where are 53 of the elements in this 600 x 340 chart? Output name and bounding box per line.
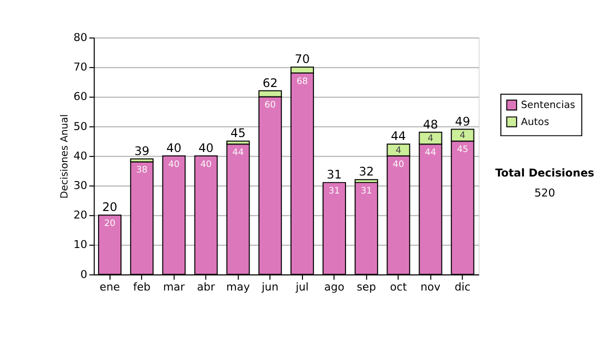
y-tick-label: 70: [74, 60, 88, 74]
data-label: 20: [104, 218, 116, 229]
total-label: 49: [455, 114, 470, 128]
data-label: 44: [424, 148, 437, 158]
data-label: 68: [296, 76, 308, 87]
data-label: 40: [200, 160, 212, 170]
data-label: 4: [396, 146, 402, 156]
data-label: 45: [456, 144, 468, 155]
x-tick-label: ene: [100, 280, 120, 294]
data-label: 40: [392, 160, 404, 170]
y-tick-label: 40: [74, 149, 88, 162]
total-label: 32: [358, 164, 374, 179]
y-tick-label: 20: [74, 208, 88, 222]
x-tick-label: feb: [133, 280, 151, 294]
y-tick-label: 50: [74, 120, 88, 133]
total-label: 45: [230, 126, 246, 140]
data-label: 40: [168, 160, 180, 170]
x-tick-label: sep: [356, 280, 376, 294]
y-tick-label: 30: [74, 178, 88, 192]
data-label: 60: [264, 100, 276, 111]
x-tick-label: mar: [163, 280, 186, 294]
y-axis-title: Decisiones Anual: [60, 114, 71, 199]
data-label: 44: [232, 148, 244, 158]
legend-label: Autos: [521, 116, 550, 128]
total-label: 40: [198, 140, 214, 155]
text: Total Decisiones: [495, 166, 594, 180]
x-tick-label: ago: [324, 280, 345, 294]
x-tick-label: nov: [420, 280, 442, 294]
y-tick-label: 0: [80, 268, 88, 281]
data-label: 4: [428, 134, 434, 144]
total-label: 62: [262, 76, 278, 90]
text: 520: [534, 186, 556, 200]
total-label: 39: [134, 144, 150, 158]
total-label: 20: [102, 200, 118, 214]
legend-label: Sentencias: [521, 100, 576, 112]
x-tick-label: oct: [390, 280, 407, 294]
x-tick-label: dic: [454, 280, 471, 294]
total-label: 40: [166, 140, 182, 155]
y-tick-label: 10: [74, 238, 88, 252]
data-label: 38: [136, 166, 148, 176]
x-tick-label: abr: [197, 280, 216, 294]
x-tick-label: jun: [260, 280, 279, 294]
total-label: 44: [390, 129, 406, 144]
data-label: 31: [328, 186, 340, 196]
total-label: 70: [294, 52, 310, 66]
y-tick-label: 80: [74, 30, 88, 44]
total-label: 48: [422, 117, 438, 132]
x-tick-label: may: [226, 280, 250, 294]
y-tick-label: 60: [74, 90, 88, 104]
total-label: 31: [326, 168, 342, 182]
data-label: 31: [360, 186, 372, 196]
data-label: 4: [460, 131, 466, 142]
x-tick-label: jul: [294, 280, 309, 294]
